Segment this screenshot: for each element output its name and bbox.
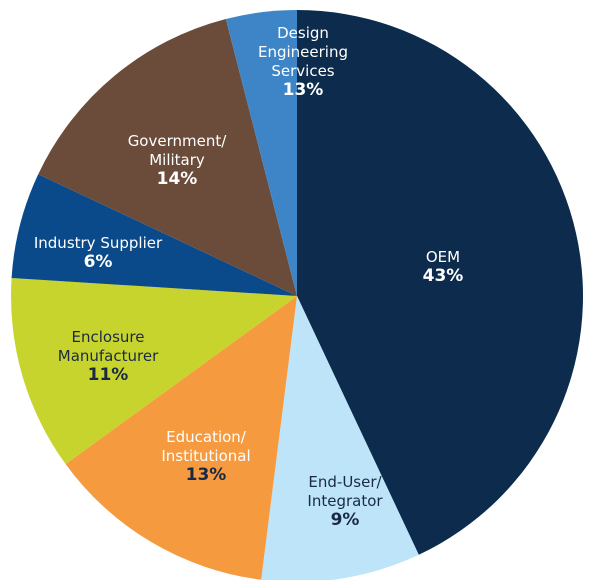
slice-percent-6: 13% xyxy=(283,80,324,100)
pie-slice-6 xyxy=(225,10,297,296)
slice-percent-0: 43% xyxy=(423,266,464,286)
slice-label-6-line-1: Engineering xyxy=(258,43,348,61)
slice-percent-4: 6% xyxy=(84,252,113,272)
slice-label-5-line-1: Military xyxy=(149,151,205,169)
slice-percent-5: 14% xyxy=(157,169,198,189)
pie-slice-3 xyxy=(11,278,298,465)
pie-slice-5 xyxy=(38,18,298,296)
pie-slice-0 xyxy=(297,10,584,555)
slice-label-0-line-0: OEM xyxy=(426,248,460,266)
slice-label-3-line-1: Manufacturer xyxy=(58,347,159,365)
slice-label-5-line-0: Government/ xyxy=(128,132,228,150)
pie-slice-1 xyxy=(261,296,419,580)
slice-label-4-line-0: Industry Supplier xyxy=(34,234,163,252)
slice-label-1-line-0: End-User/ xyxy=(308,473,382,491)
slice-percent-1: 9% xyxy=(331,510,360,530)
slice-percent-3: 11% xyxy=(88,365,129,385)
slice-percent-2: 13% xyxy=(186,465,227,485)
slice-label-6-line-2: Services xyxy=(271,62,334,80)
slice-label-2-line-0: Education/ xyxy=(166,428,247,446)
slice-label-2-line-1: Institutional xyxy=(161,447,250,465)
pie-slice-2 xyxy=(65,296,297,580)
slice-label-1-line-1: Integrator xyxy=(307,492,383,510)
pie-slice-4 xyxy=(11,174,297,296)
slice-label-6-line-0: Design xyxy=(277,24,329,42)
slice-label-3-line-0: Enclosure xyxy=(72,328,145,346)
